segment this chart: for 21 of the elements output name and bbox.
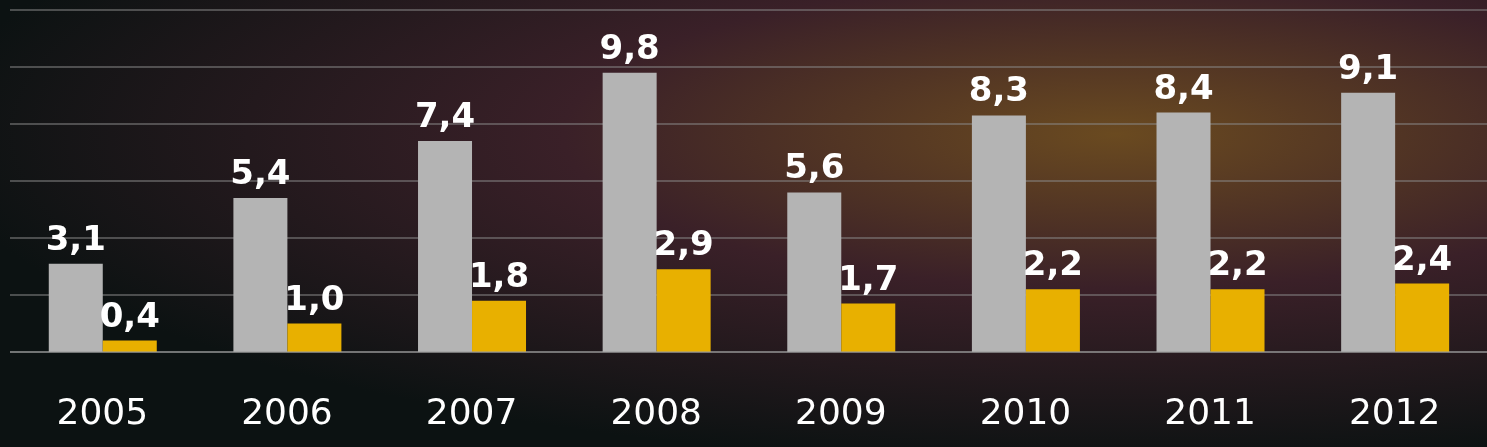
x-tick-label: 2005: [56, 390, 149, 432]
x-tick-label: 2011: [1164, 390, 1256, 432]
data-label: 2,2: [1207, 243, 1268, 284]
x-tick-label: 2012: [1348, 390, 1441, 432]
data-label: 1,8: [468, 254, 530, 295]
data-label: 3,1: [45, 217, 106, 258]
data-label: 5,4: [230, 152, 291, 193]
data-label: 2,9: [653, 223, 714, 264]
x-tick-label: 2009: [795, 390, 887, 432]
data-label: 1,0: [284, 277, 345, 318]
data-label: 5,6: [784, 146, 845, 187]
x-tick-label: 2008: [610, 390, 702, 432]
data-label: 7,4: [414, 95, 476, 136]
data-label: 8,4: [1153, 66, 1214, 107]
data-label: 1,7: [838, 257, 899, 298]
data-label: 9,1: [1338, 46, 1399, 87]
data-label: 9,8: [599, 26, 660, 67]
x-tick-label: 2007: [425, 390, 518, 432]
data-label: 8,3: [968, 69, 1030, 110]
x-tick-label: 2010: [979, 390, 1072, 432]
x-tick-label: 2006: [241, 390, 333, 432]
